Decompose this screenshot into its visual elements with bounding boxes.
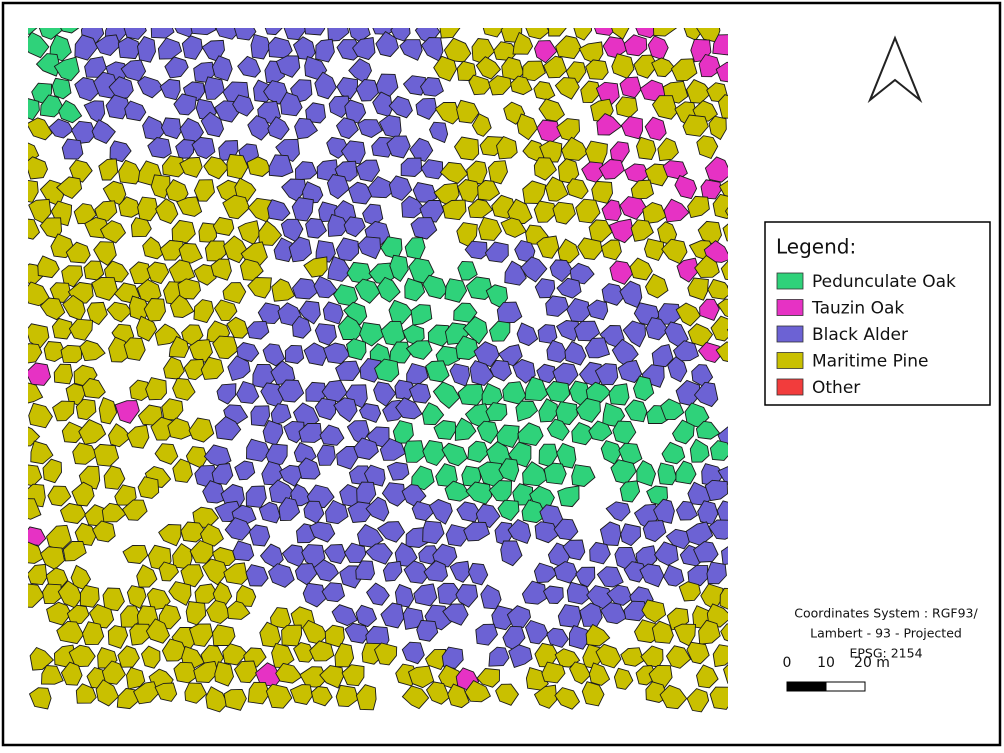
tree-crown bbox=[62, 139, 83, 159]
legend-swatch bbox=[777, 353, 803, 369]
scale-label: 20 m bbox=[854, 655, 890, 671]
coordinates-line: Lambert - 93 - Projected bbox=[810, 626, 962, 641]
scale-segment bbox=[826, 682, 865, 691]
legend-swatch bbox=[777, 379, 803, 395]
legend-swatch bbox=[777, 273, 803, 289]
scale-segment bbox=[787, 682, 826, 691]
tree-crown bbox=[268, 37, 292, 58]
legend-swatch bbox=[777, 300, 803, 316]
legend-title: Legend: bbox=[776, 235, 856, 259]
legend-label: Pedunculate Oak bbox=[812, 272, 956, 292]
tree-crown bbox=[285, 345, 303, 363]
tree-crown bbox=[61, 345, 82, 362]
tree-crown bbox=[637, 137, 656, 159]
legend-label: Other bbox=[812, 378, 860, 398]
scale-label: 0 bbox=[783, 655, 792, 671]
legend-label: Tauzin Oak bbox=[811, 299, 904, 319]
coordinates-line: Coordinates System : RGF93/ bbox=[794, 606, 978, 621]
legend-label: Black Alder bbox=[812, 325, 908, 345]
tree-crown bbox=[282, 625, 302, 646]
legend-label: Maritime Pine bbox=[812, 352, 928, 372]
tree-crown bbox=[249, 525, 269, 546]
map-layout: Legend: Pedunculate Oak Tauzin Oak Black A… bbox=[0, 0, 1004, 749]
legend-swatch bbox=[777, 326, 803, 342]
scale-label: 10 bbox=[817, 655, 835, 671]
tree-crown bbox=[347, 339, 367, 360]
